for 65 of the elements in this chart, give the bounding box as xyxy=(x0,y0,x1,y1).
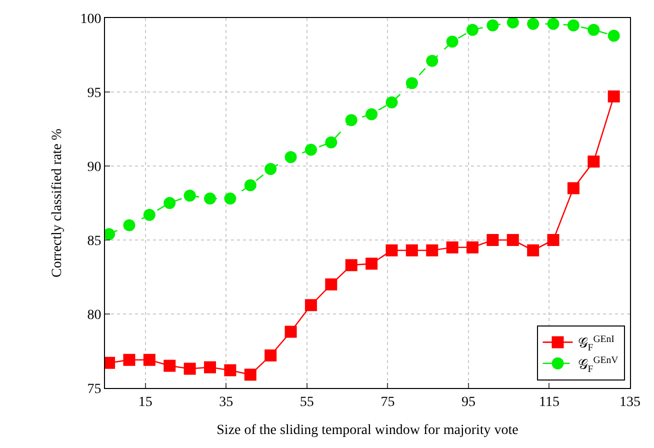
point xyxy=(366,108,378,120)
point xyxy=(527,244,540,256)
point xyxy=(123,219,136,232)
x-tick-label: 95 xyxy=(461,394,476,410)
x-tick-label: 135 xyxy=(620,394,640,410)
point xyxy=(164,197,176,209)
point xyxy=(406,77,418,90)
point xyxy=(446,241,458,254)
point xyxy=(486,19,499,32)
y-tick-label: 100 xyxy=(80,12,102,27)
y-tick-label: 75 xyxy=(87,382,102,397)
point xyxy=(446,36,458,48)
point xyxy=(366,258,378,270)
y-tick-label: 85 xyxy=(87,234,102,249)
point xyxy=(608,90,620,102)
point xyxy=(588,156,600,168)
point xyxy=(547,234,560,246)
point xyxy=(527,18,540,30)
point xyxy=(143,208,156,221)
point xyxy=(506,18,519,28)
point xyxy=(466,241,478,254)
point xyxy=(547,18,560,30)
point xyxy=(304,144,317,156)
point xyxy=(325,136,338,148)
point xyxy=(284,151,297,164)
point xyxy=(345,259,358,272)
y-axis-title: Correctly classified rate % xyxy=(50,128,65,278)
point xyxy=(486,234,499,246)
point xyxy=(406,244,418,256)
point xyxy=(567,182,580,194)
point xyxy=(466,24,478,36)
x-tick-label: 15 xyxy=(138,394,152,410)
point xyxy=(123,354,136,366)
point xyxy=(224,192,236,205)
point xyxy=(426,244,438,256)
point xyxy=(567,19,580,32)
point xyxy=(588,24,600,36)
x-tick-label: 115 xyxy=(538,394,560,410)
point xyxy=(143,354,156,366)
x-tick-label: 35 xyxy=(219,394,234,410)
point xyxy=(184,362,196,375)
point xyxy=(284,326,297,338)
point xyxy=(164,360,176,372)
point xyxy=(264,349,277,362)
point xyxy=(264,162,277,175)
point xyxy=(244,179,256,192)
y-tick-label: 95 xyxy=(87,86,102,101)
x-axis-title: Size of the sliding temporal window for majority vote xyxy=(216,423,518,438)
point xyxy=(304,299,317,312)
point xyxy=(184,190,196,202)
y-tick-label: 80 xyxy=(87,308,102,323)
point xyxy=(506,234,519,246)
y-tick-label: 90 xyxy=(87,160,102,175)
point xyxy=(426,54,438,67)
point xyxy=(204,192,216,205)
x-tick-label: 75 xyxy=(380,394,395,410)
point xyxy=(345,114,358,126)
x-tick-label: 55 xyxy=(300,394,314,410)
point xyxy=(608,30,620,42)
point xyxy=(244,368,256,381)
point xyxy=(386,96,398,108)
point xyxy=(386,244,398,256)
point xyxy=(224,364,236,376)
point xyxy=(325,278,338,290)
point xyxy=(204,361,216,374)
